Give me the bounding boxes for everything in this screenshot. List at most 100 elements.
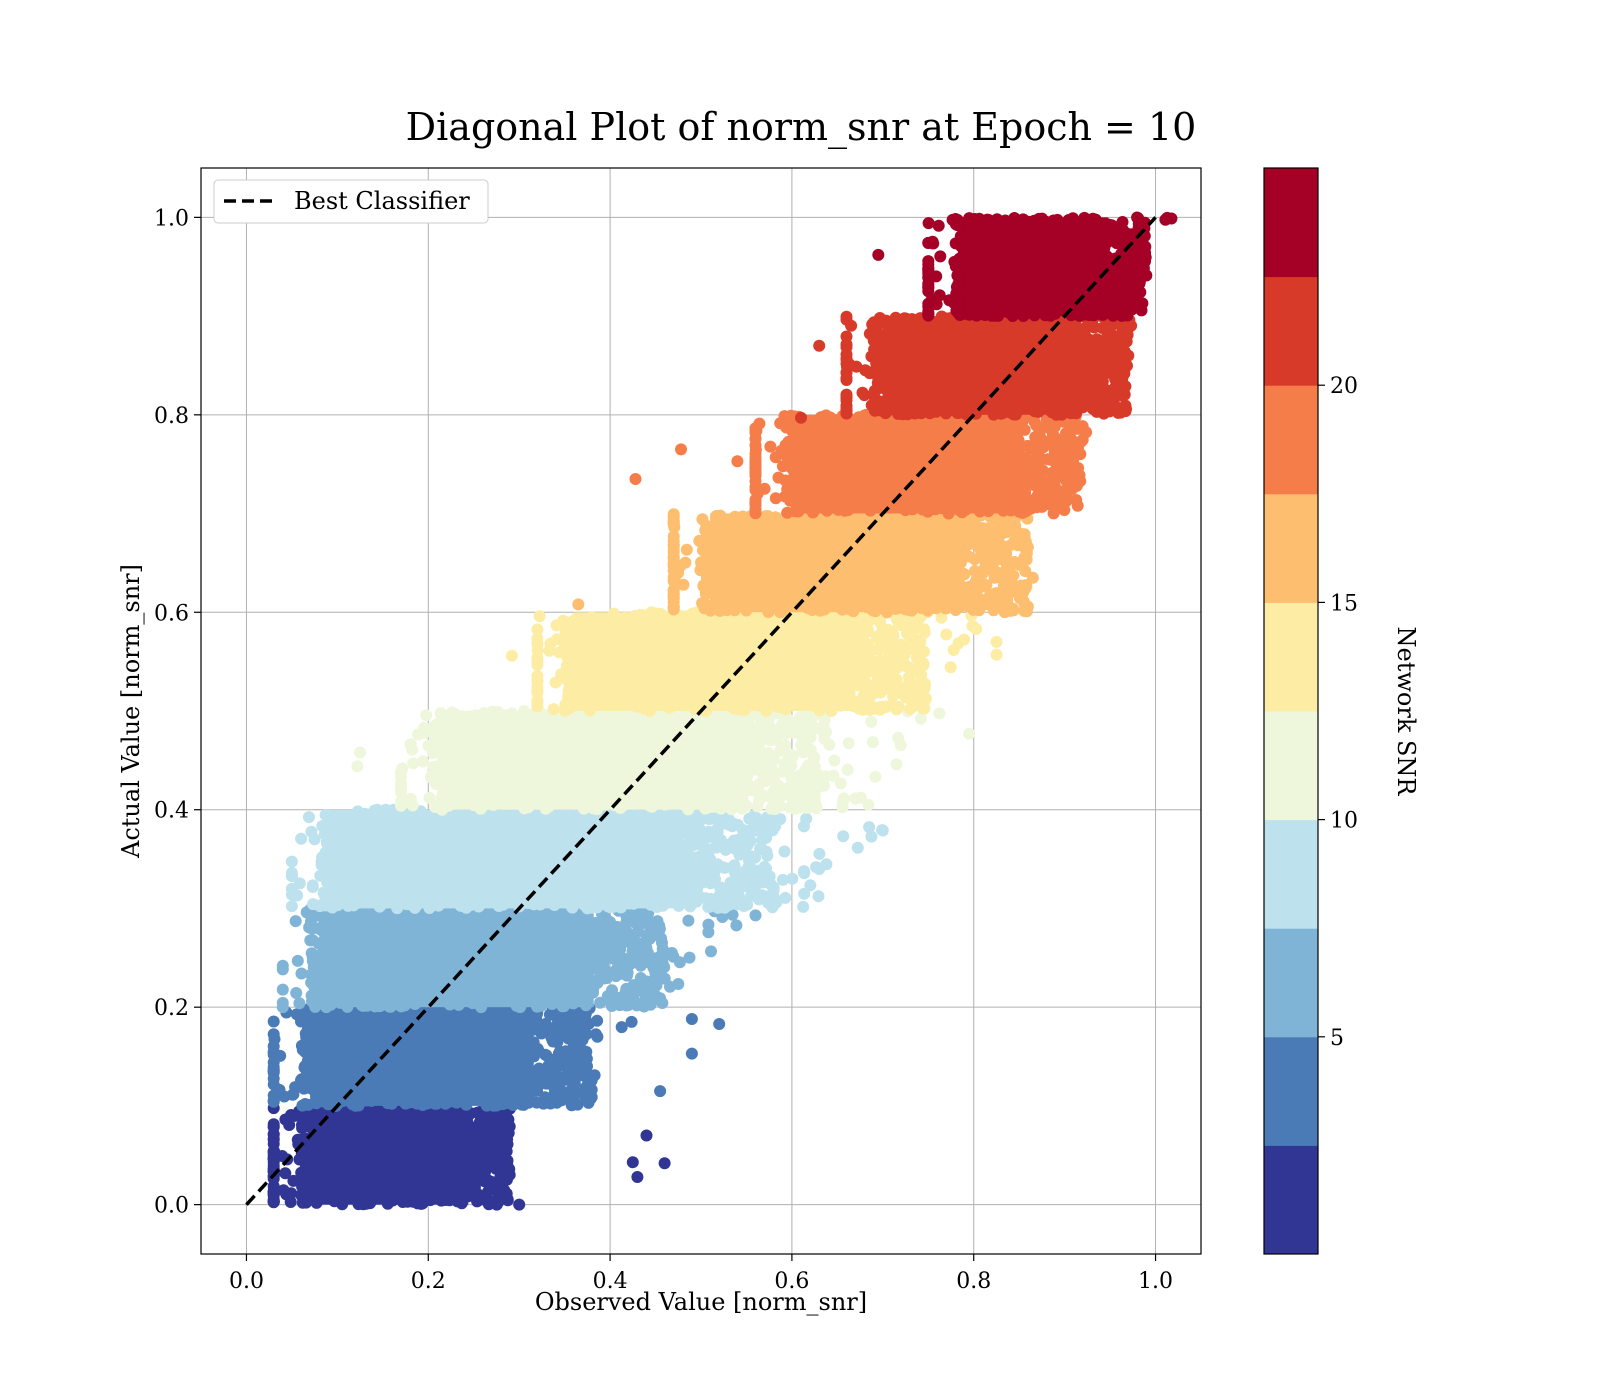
scatter-point — [799, 735, 811, 748]
scatter-density-core — [319, 908, 594, 1008]
scatter-point — [557, 1026, 570, 1039]
scatter-point — [730, 919, 743, 932]
scatter-point — [273, 1083, 286, 1096]
scatter-point — [535, 1027, 548, 1040]
scatter-point — [396, 762, 409, 775]
scatter-point — [779, 891, 792, 904]
scatter-point — [745, 850, 758, 863]
scatter-point — [751, 800, 764, 813]
scatter-point — [710, 841, 723, 854]
scatter-point — [804, 759, 817, 772]
scatter-point — [276, 963, 289, 976]
scatter-point — [605, 921, 618, 934]
scatter-point — [289, 915, 302, 928]
scatter-point — [306, 934, 319, 947]
scatter-point — [894, 739, 907, 752]
scatter-point — [828, 754, 841, 767]
scatter-point — [776, 873, 789, 886]
scatter-point — [291, 954, 304, 967]
scatter-point — [267, 1145, 280, 1158]
scatter-point — [741, 839, 754, 852]
scatter-point — [279, 1167, 292, 1180]
scatter-point — [800, 801, 813, 814]
scatter-point — [500, 1187, 513, 1200]
scatter-point — [499, 1153, 512, 1166]
scatter-point — [865, 715, 878, 728]
scatter-point — [533, 1062, 546, 1075]
scatter-point — [621, 969, 633, 982]
scatter-point — [849, 792, 862, 805]
scatter-point — [277, 1184, 290, 1197]
scatter-point — [783, 757, 796, 770]
scatter-point — [711, 829, 724, 842]
scatter-point — [841, 763, 854, 776]
scatter-point — [798, 820, 810, 833]
scatter-point — [785, 771, 798, 784]
scatter-point — [745, 889, 758, 902]
scatter-point — [579, 1081, 592, 1094]
scatter-point — [683, 951, 696, 964]
scatter-point — [268, 1033, 281, 1046]
scatter-point — [803, 712, 816, 725]
scatter-point — [933, 707, 946, 720]
scatter-point — [477, 1191, 490, 1204]
scatter-point — [734, 866, 747, 879]
scatter-point — [267, 1195, 280, 1208]
chart-title: Diagonal Plot of norm_snr at Epoch = 10 — [406, 105, 1197, 150]
scatter-point — [420, 709, 433, 722]
scatter-points — [267, 211, 1178, 1211]
scatter-point — [869, 770, 882, 783]
scatter-point — [274, 1049, 287, 1062]
scatter-point — [579, 1068, 592, 1081]
scatter-point — [705, 945, 717, 958]
scatter-point — [827, 769, 840, 782]
scatter-point — [594, 996, 607, 1009]
scatter-point — [302, 811, 315, 824]
scatter-point — [772, 813, 785, 826]
scatter-point — [612, 932, 625, 945]
scatter-point — [743, 812, 756, 825]
scatter-point — [293, 997, 306, 1010]
scatter-point — [682, 914, 695, 927]
scatter-point — [812, 769, 824, 782]
scatter-point — [718, 901, 731, 914]
scatter-point — [267, 1015, 280, 1028]
scatter-point — [708, 867, 720, 880]
scatter-point — [287, 1174, 300, 1187]
scatter-point — [395, 786, 407, 799]
scatter-point — [749, 824, 762, 837]
scatter-point — [485, 1175, 498, 1188]
scatter-point — [285, 855, 298, 868]
scatter-point — [876, 824, 889, 837]
scatter-point — [276, 996, 289, 1009]
scatter-density-core — [310, 1105, 469, 1205]
scatter-point — [597, 940, 610, 952]
scatter-point — [752, 785, 765, 798]
scatter-point — [267, 1065, 280, 1078]
scatter-point — [424, 723, 436, 736]
scatter-point — [285, 900, 298, 913]
scatter-point — [467, 1126, 479, 1139]
scatter-point — [469, 1151, 482, 1164]
scatter-point — [702, 901, 715, 913]
scatter-point — [497, 1126, 510, 1139]
scatter-point — [591, 1030, 604, 1043]
scatter-point — [412, 728, 424, 741]
scatter-point — [276, 983, 289, 996]
scatter-point — [287, 1088, 300, 1101]
scatter-point — [745, 864, 758, 876]
scatter-point — [626, 937, 639, 950]
scatter-point — [636, 979, 649, 992]
scatter-point — [295, 967, 308, 980]
scatter-point — [306, 951, 319, 964]
scatter-point — [684, 866, 697, 878]
scatter-point — [813, 847, 826, 860]
scatter-point — [472, 1167, 485, 1180]
scatter-point — [756, 876, 769, 889]
scatter-point — [295, 832, 308, 845]
scatter-point — [664, 980, 676, 993]
scatter-point — [571, 1098, 584, 1111]
scatter-point — [756, 889, 769, 902]
scatter-point — [267, 1128, 280, 1140]
